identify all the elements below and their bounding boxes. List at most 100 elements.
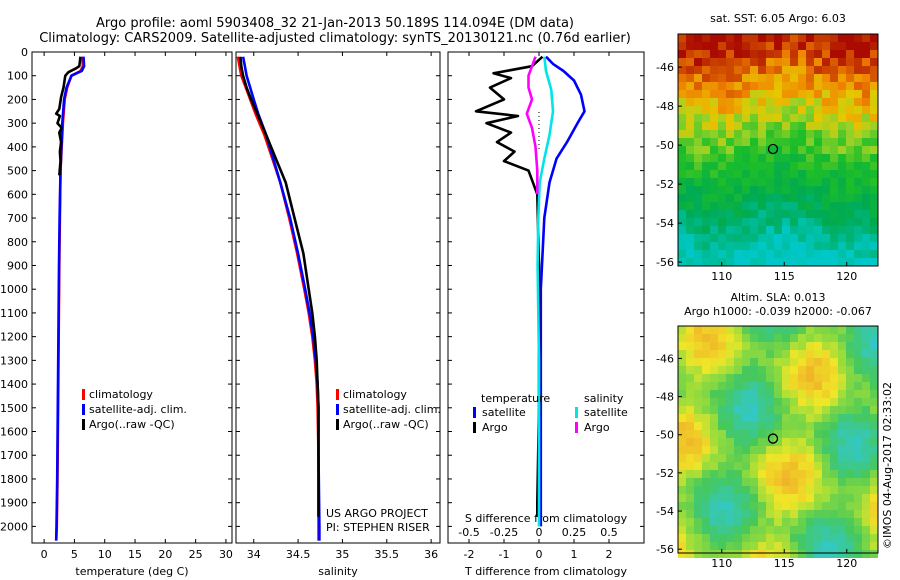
map-cell	[710, 226, 718, 234]
map-cell	[734, 526, 742, 534]
map-cell	[838, 518, 846, 526]
map-cell	[774, 194, 782, 202]
map-cell	[742, 518, 750, 526]
map-cell	[678, 430, 686, 438]
map-cell	[830, 470, 838, 478]
map-cell	[726, 438, 734, 446]
map-cell	[798, 542, 806, 550]
map-cell	[838, 446, 846, 454]
map-cell	[798, 414, 806, 422]
map-cell	[774, 326, 782, 334]
map-cell	[686, 502, 694, 510]
map-cell	[854, 194, 862, 202]
map-cell	[718, 138, 726, 146]
map-cell	[694, 494, 702, 502]
map-cell	[734, 226, 742, 234]
map-cell	[694, 454, 702, 462]
map-cell	[758, 406, 766, 414]
map-cell	[726, 74, 734, 82]
map-cell	[798, 226, 806, 234]
map-cell	[726, 430, 734, 438]
map-cell	[686, 34, 694, 42]
map-cell	[814, 486, 822, 494]
map-cell	[838, 226, 846, 234]
map-cell	[702, 58, 710, 66]
map-cell	[806, 66, 814, 74]
map-cell	[678, 138, 686, 146]
map-cell	[766, 462, 774, 470]
map-cell	[686, 122, 694, 130]
map-cell	[766, 90, 774, 98]
map-cell	[758, 486, 766, 494]
map-cell	[694, 226, 702, 234]
map-cell	[710, 526, 718, 534]
map-cell	[838, 194, 846, 202]
map-cell	[774, 334, 782, 342]
map-cell	[822, 390, 830, 398]
map-cell	[726, 366, 734, 374]
map-cell	[678, 478, 686, 486]
map-cell	[798, 154, 806, 162]
map-cell	[734, 162, 742, 170]
map-cell	[766, 366, 774, 374]
map-cell	[798, 146, 806, 154]
map-cell	[678, 502, 686, 510]
map-cell	[734, 258, 742, 266]
map-cell	[814, 422, 822, 430]
map-cell	[806, 258, 814, 266]
map-cell	[726, 462, 734, 470]
map-cell	[734, 210, 742, 218]
map-cell	[678, 82, 686, 90]
map-cell	[830, 398, 838, 406]
map-cell	[838, 350, 846, 358]
map-cell	[742, 234, 750, 242]
map-cell	[686, 382, 694, 390]
map-cell	[806, 342, 814, 350]
map-cell	[758, 146, 766, 154]
map-cell	[806, 502, 814, 510]
map-cell	[838, 42, 846, 50]
map-cell	[686, 494, 694, 502]
map-cell	[758, 366, 766, 374]
map-cell	[686, 210, 694, 218]
map-cell	[846, 130, 854, 138]
map-cell	[814, 334, 822, 342]
map-cell	[758, 242, 766, 250]
map-cell	[702, 130, 710, 138]
map-cell	[814, 454, 822, 462]
map-cell	[766, 130, 774, 138]
map-cell	[798, 66, 806, 74]
map-cell	[686, 106, 694, 114]
map-cell	[774, 130, 782, 138]
map-cell	[702, 242, 710, 250]
map-cell	[870, 422, 878, 430]
legend-swatch	[336, 404, 339, 415]
map-cell	[774, 534, 782, 542]
map-cell	[830, 258, 838, 266]
map-cell	[694, 422, 702, 430]
map-cell	[758, 550, 766, 558]
argo-position-marker	[767, 143, 779, 155]
map-cell	[862, 194, 870, 202]
map-cell	[814, 462, 822, 470]
map-cell	[838, 342, 846, 350]
map-cell	[870, 42, 878, 50]
y-tick-label: 1100	[0, 307, 28, 320]
map-cell	[726, 422, 734, 430]
map-cell	[782, 366, 790, 374]
map-cell	[750, 74, 758, 82]
map-cell	[726, 42, 734, 50]
map-cell	[838, 358, 846, 366]
map-cell	[798, 406, 806, 414]
map-cell	[726, 250, 734, 258]
map-cell	[750, 550, 758, 558]
map-cell	[742, 90, 750, 98]
plot-frame	[235, 51, 441, 544]
map-cell	[790, 358, 798, 366]
map-cell	[830, 374, 838, 382]
map-cell	[758, 526, 766, 534]
map-cell	[750, 438, 758, 446]
y-tick-label: 1500	[0, 402, 28, 415]
legend-label: climatology	[89, 388, 153, 401]
map-cell	[686, 374, 694, 382]
